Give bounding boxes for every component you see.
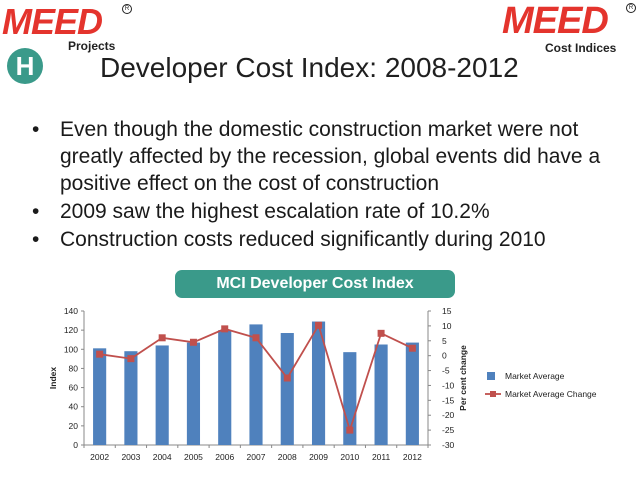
y-tick-label-left: 40 [69, 402, 79, 412]
line-point [221, 325, 229, 333]
line-point [283, 374, 291, 382]
y-tick-label-right: -10 [442, 380, 455, 390]
page-title: Developer Cost Index: 2008-2012 [100, 52, 519, 83]
bar [93, 348, 107, 445]
y-tick-label-left: 80 [69, 363, 79, 373]
section-badge: H [7, 48, 43, 84]
y-tick-label-left: 100 [64, 344, 78, 354]
y-tick-label-right: 15 [442, 306, 452, 316]
y-tick-label-left: 120 [64, 325, 78, 335]
bar [155, 345, 169, 445]
bar [311, 321, 326, 445]
bullet-text: Construction costs reduced significantly… [60, 228, 546, 251]
legend-label-line: Market Average Change [505, 389, 597, 399]
line-point [408, 344, 416, 352]
x-tick-label: 2010 [340, 452, 359, 462]
bullet-icon: • [32, 200, 40, 223]
bar [186, 342, 201, 445]
meed-cost-indices-logo-subtitle: Cost Indices [545, 41, 617, 55]
bar [124, 351, 138, 445]
y-tick-label-right: 10 [442, 321, 452, 331]
y-axis-label-left: Index [48, 367, 58, 389]
bar [405, 342, 419, 445]
y-tick-label-left: 0 [73, 440, 78, 450]
y-axis-label-right: Per cent change [458, 345, 468, 411]
meed-projects-logo: MEED [2, 1, 103, 42]
x-tick-label: 2004 [153, 452, 172, 462]
registered-mark-left: R [122, 4, 132, 14]
meed-projects-logo-subtitle: Projects [68, 39, 116, 53]
y-tick-label-right: -5 [442, 366, 450, 376]
y-tick-label-right: -25 [442, 425, 455, 435]
bullet-list: • Even though the domestic construction m… [30, 116, 630, 254]
y-tick-label-right: -30 [442, 440, 455, 450]
y-tick-label-left: 20 [69, 421, 79, 431]
bar [374, 344, 388, 445]
line-point [158, 334, 166, 342]
bullet-item: • Even though the domestic construction m… [30, 116, 630, 197]
line-point [315, 321, 323, 329]
x-tick-label: 2005 [184, 452, 203, 462]
x-tick-label: 2007 [247, 452, 266, 462]
bullet-item: • Construction costs reduced significantl… [30, 226, 630, 253]
bar [249, 324, 263, 445]
y-tick-label-right: -15 [442, 395, 455, 405]
x-tick-label: 2003 [121, 452, 140, 462]
line-point [346, 426, 354, 434]
meed-cost-indices-logo: MEED [502, 0, 609, 42]
x-tick-label: 2011 [372, 452, 391, 462]
bullet-icon: • [32, 118, 40, 141]
x-tick-label: 2006 [215, 452, 234, 462]
y-tick-label-right: 5 [442, 336, 447, 346]
legend-swatch-bar [487, 372, 495, 380]
y-tick-label-left: 140 [64, 306, 78, 316]
line-point [252, 334, 260, 342]
y-tick-label-right: -20 [442, 410, 455, 420]
registered-mark-right: R [626, 3, 636, 13]
bullet-text: 2009 saw the highest escalation rate of … [60, 200, 490, 223]
y-tick-label-right: 0 [442, 351, 447, 361]
line-point [377, 329, 385, 337]
bar [280, 333, 294, 445]
line-point [96, 350, 104, 358]
bullet-item: • 2009 saw the highest escalation rate of… [30, 198, 630, 225]
legend-label-bar: Market Average [505, 371, 565, 381]
x-tick-label: 2002 [90, 452, 109, 462]
line-point [127, 355, 135, 363]
chart-title: MCI Developer Cost Index [175, 270, 455, 298]
y-tick-label-left: 60 [69, 383, 79, 393]
x-tick-label: 2008 [278, 452, 297, 462]
bar [218, 330, 232, 445]
legend-swatch-marker [490, 391, 496, 397]
line-point [189, 338, 197, 346]
x-tick-label: 2012 [403, 452, 422, 462]
x-tick-label: 2009 [309, 452, 328, 462]
bullet-text: Even though the domestic construction ma… [60, 118, 601, 195]
bullet-icon: • [32, 228, 40, 251]
